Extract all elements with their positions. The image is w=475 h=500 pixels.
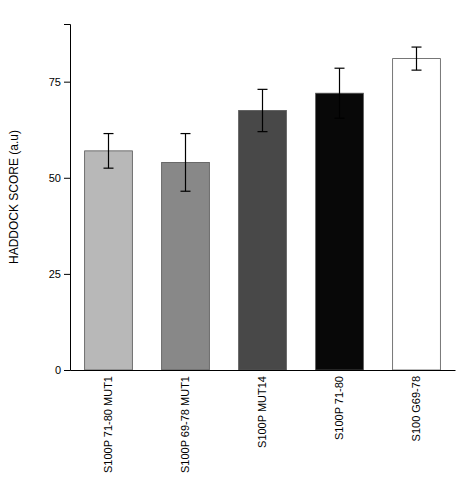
y-tick-label: 0	[55, 364, 61, 376]
chart-container: 0255075S100P 71-80 MUT1S100P 69-78 MUT1S…	[0, 0, 475, 500]
error-cap	[258, 131, 268, 132]
y-tick: 50	[49, 172, 70, 184]
error-bar	[416, 47, 417, 70]
x-tick-label: S100 G69-78	[410, 376, 422, 441]
y-tick-mark	[64, 82, 70, 83]
error-cap	[104, 133, 114, 134]
marks	[85, 47, 441, 370]
bar	[239, 111, 287, 371]
plot-root: 0255075S100P 71-80 MUT1S100P 69-78 MUT1S…	[7, 25, 456, 474]
chart-svg: 0255075S100P 71-80 MUT1S100P 69-78 MUT1S…	[0, 0, 475, 500]
error-bar	[185, 134, 186, 192]
error-cap	[258, 89, 268, 90]
x-tick: S100 G69-78	[410, 376, 422, 441]
y-tick: 75	[49, 76, 70, 88]
bar	[162, 162, 210, 370]
y-tick-mark	[64, 370, 70, 371]
error-cap	[181, 191, 191, 192]
y-tick: 0	[55, 364, 70, 376]
x-tick-label: S100P 71-80 MUT1	[102, 376, 114, 473]
bar	[85, 151, 133, 370]
error-cap	[104, 168, 114, 169]
y-axis-line	[64, 25, 71, 371]
y-tick: 25	[49, 268, 70, 280]
x-tick: S100P 71-80 MUT1	[102, 376, 114, 473]
error-cap	[181, 133, 191, 134]
bar	[316, 93, 364, 370]
y-tick-label: 75	[49, 76, 61, 88]
x-axis-line	[71, 370, 456, 371]
bar	[393, 59, 441, 370]
x-axis: S100P 71-80 MUT1 S100P 69-78 MUT1 S100P MU…	[71, 371, 456, 474]
y-tick-mark	[64, 178, 70, 179]
x-tick-label: S100P MUT14	[256, 376, 268, 448]
error-bars	[104, 47, 422, 191]
x-tick-label: S100P 69-78 MUT1	[179, 376, 191, 473]
y-tick-label: 25	[49, 268, 61, 280]
y-tick-label: 50	[49, 172, 61, 184]
x-tick: S100P 69-78 MUT1	[179, 376, 191, 473]
x-tick-label: S100P 71-80	[333, 376, 345, 440]
error-bar	[262, 89, 263, 131]
error-cap	[335, 68, 345, 69]
error-bar	[339, 68, 340, 118]
error-cap	[412, 70, 422, 71]
y-tick-mark	[64, 274, 70, 275]
x-tick: S100P MUT14	[256, 376, 268, 448]
error-cap	[335, 118, 345, 119]
x-tick: S100P 71-80	[333, 376, 345, 440]
y-axis: 0 25 50 75	[49, 25, 71, 377]
error-bar	[108, 134, 109, 169]
error-cap	[412, 46, 422, 47]
y-axis-title: HADDOCK SCORE (a.u)	[7, 130, 21, 264]
